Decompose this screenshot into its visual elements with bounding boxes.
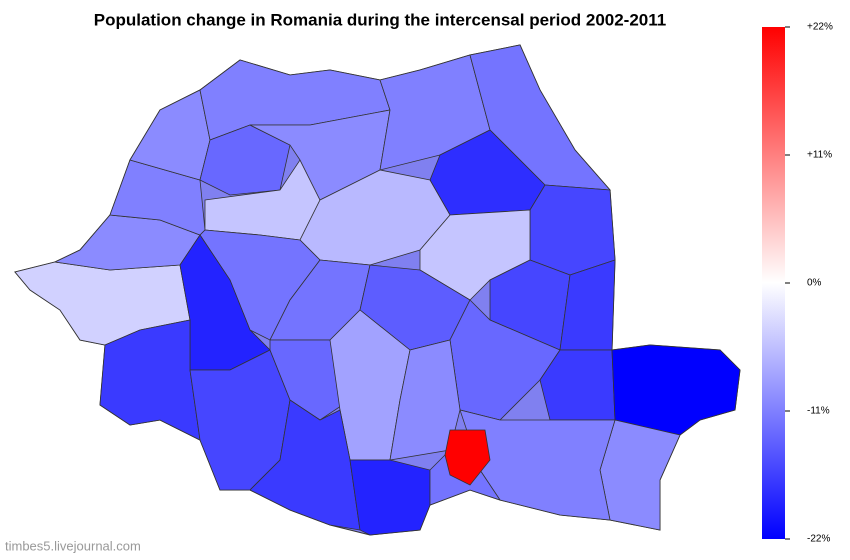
colorbar-ticks: +22% +11% 0% -11% -22% <box>785 22 833 545</box>
colorbar-tick-label: -11% <box>807 406 830 417</box>
colorbar-tick-label: +22% <box>807 22 833 33</box>
colorbar-tick-label: +11% <box>807 150 832 161</box>
region <box>249 399 361 531</box>
region <box>349 459 431 536</box>
watermark: timbes5.livejournal.com <box>5 538 141 553</box>
colorbar-tick-label: 0% <box>807 278 822 289</box>
map-title: Population change in Romania during the … <box>94 10 666 29</box>
regions <box>14 44 741 536</box>
colorbar-tick-label: -22% <box>807 534 830 545</box>
region <box>599 419 681 531</box>
region <box>529 184 616 276</box>
region <box>419 209 531 301</box>
region <box>444 429 491 486</box>
colorbar <box>762 27 785 539</box>
region <box>611 344 741 436</box>
